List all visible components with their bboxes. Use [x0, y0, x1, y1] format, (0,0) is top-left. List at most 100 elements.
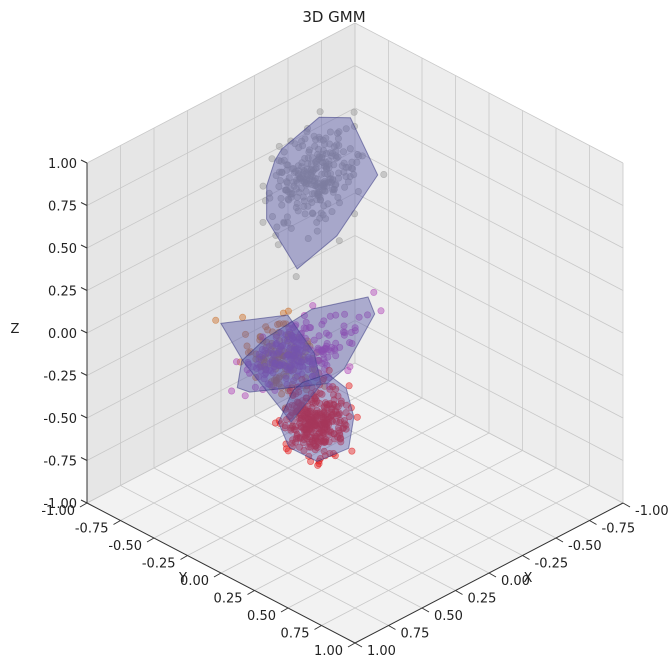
data-point — [322, 420, 330, 428]
y-tick-label: -0.75 — [75, 522, 109, 537]
z-tick-label: 0.75 — [48, 200, 77, 215]
data-point — [274, 320, 282, 328]
data-point — [324, 200, 332, 208]
x-tick-label: 1.00 — [367, 644, 396, 659]
axis-ticks: -1.00-1.00-1.00-0.75-0.75-0.75-0.50-0.50… — [41, 157, 668, 659]
data-point — [317, 420, 325, 428]
data-points — [212, 108, 388, 469]
data-point — [346, 339, 354, 347]
data-point — [285, 174, 293, 182]
data-point — [316, 108, 324, 116]
data-point — [346, 145, 354, 153]
data-point — [304, 357, 312, 365]
data-point — [370, 288, 378, 296]
data-point — [299, 142, 307, 150]
data-point — [309, 302, 317, 310]
z-tick-label: -1.00 — [43, 497, 77, 512]
data-point — [363, 311, 371, 319]
data-point — [292, 204, 300, 212]
data-point — [294, 207, 302, 215]
data-point — [311, 394, 319, 402]
data-point — [339, 148, 347, 156]
data-point — [323, 164, 331, 172]
data-point — [326, 128, 334, 136]
data-point — [310, 132, 318, 140]
data-point — [264, 349, 272, 357]
data-point — [300, 167, 308, 175]
gmm-component-hull — [277, 373, 355, 462]
data-point — [276, 361, 284, 369]
data-point — [306, 438, 314, 446]
grid-line — [254, 450, 523, 591]
data-point — [335, 169, 343, 177]
data-point — [267, 367, 275, 375]
data-point — [330, 430, 338, 438]
data-point — [278, 169, 286, 177]
data-point — [354, 188, 362, 196]
data-point — [325, 382, 333, 390]
data-point — [257, 333, 265, 341]
data-point — [307, 428, 315, 436]
data-point — [317, 209, 325, 217]
data-point — [342, 163, 350, 171]
grid-line — [354, 150, 624, 291]
z-tick-label: 0.25 — [48, 285, 77, 300]
grid-line — [86, 192, 356, 334]
data-point — [296, 434, 304, 442]
data-point — [323, 400, 331, 408]
data-point — [334, 194, 342, 202]
data-point — [377, 307, 385, 315]
data-point — [298, 348, 306, 356]
data-point — [269, 369, 277, 377]
data-point — [321, 140, 329, 148]
grid-line — [354, 107, 624, 249]
data-point — [314, 461, 322, 469]
x-tick-label: 0.75 — [401, 627, 430, 642]
data-point — [320, 438, 328, 446]
x-tick-mark — [488, 572, 497, 578]
data-point — [310, 336, 318, 344]
z-tick-mark — [80, 202, 88, 206]
data-point — [290, 377, 298, 385]
grid-line — [86, 22, 356, 164]
data-point — [271, 419, 279, 427]
data-point — [299, 193, 307, 201]
data-point — [288, 401, 296, 409]
y-tick-label: -0.50 — [108, 539, 142, 554]
y-tick-label: 1.00 — [314, 644, 343, 659]
data-point — [244, 349, 252, 357]
data-point — [298, 338, 306, 346]
data-point — [255, 350, 263, 358]
data-point — [251, 383, 259, 391]
data-point — [318, 170, 326, 178]
z-tick-label: -0.75 — [43, 455, 77, 470]
data-point — [274, 349, 282, 357]
data-point — [305, 146, 313, 154]
data-point — [212, 316, 220, 324]
x-tick-label: 0.50 — [434, 609, 463, 624]
data-point — [296, 419, 304, 427]
x-tick-label: -0.75 — [602, 522, 636, 537]
data-point — [290, 182, 298, 190]
data-point — [353, 413, 361, 421]
z-tick-mark — [80, 159, 88, 164]
data-point — [335, 199, 343, 207]
data-point — [318, 320, 326, 328]
data-point — [337, 438, 345, 446]
data-point — [243, 342, 251, 350]
data-point — [282, 186, 290, 194]
data-point — [259, 218, 267, 226]
data-point — [312, 417, 320, 425]
y-tick-mark — [113, 520, 121, 525]
data-point — [301, 210, 309, 218]
data-point — [342, 409, 350, 417]
y-tick-label: 0.75 — [281, 627, 310, 642]
data-point — [287, 411, 295, 419]
data-point — [294, 357, 302, 365]
data-point — [302, 318, 310, 326]
data-point — [325, 331, 333, 339]
data-point — [296, 173, 304, 181]
data-point — [277, 157, 285, 165]
grid-line — [354, 22, 624, 164]
data-point — [307, 169, 315, 177]
